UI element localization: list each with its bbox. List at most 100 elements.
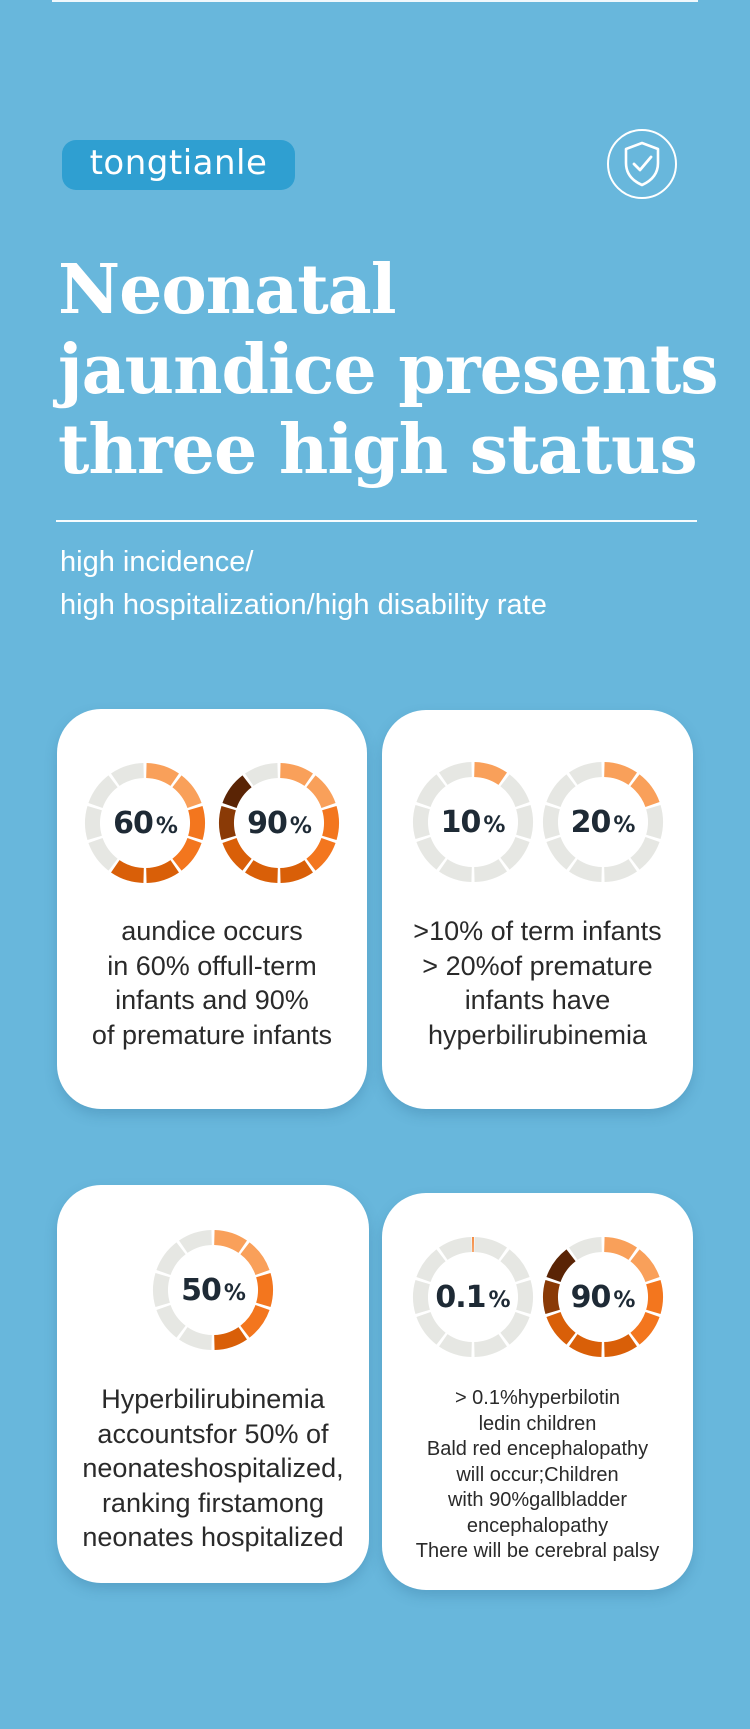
donut-segment-filled xyxy=(603,1334,637,1357)
card-text-line: will occur;Children xyxy=(456,1463,619,1486)
donut-segment-filled xyxy=(222,838,252,871)
card-text-line: in 60% offull-term xyxy=(107,950,317,981)
donut-segment-empty xyxy=(153,1272,170,1308)
donut-segment-filled xyxy=(545,1249,576,1282)
donut-segment-empty xyxy=(415,1312,446,1345)
subtitle-line: high incidence/ xyxy=(60,546,254,578)
donut-segment-empty xyxy=(473,1334,507,1357)
card-text-line: > 20%of premature xyxy=(422,950,653,981)
donut-unit: % xyxy=(289,813,312,839)
card-text-line: infants and 90% xyxy=(115,985,309,1015)
donut-value: 10 xyxy=(440,804,482,840)
donut-segment-filled xyxy=(214,1230,247,1253)
donut-chart: 60% xyxy=(83,761,207,885)
donut-segment-empty xyxy=(568,762,602,785)
donut-segment-filled xyxy=(240,1305,270,1338)
card-description: > 0.1%hyperbilotin ledin children Bald r… xyxy=(382,1386,693,1565)
card-text-line: neonateshospitalized, xyxy=(82,1453,344,1483)
donut-segment-empty xyxy=(415,774,446,807)
donut-segment-filled xyxy=(188,805,205,841)
card-text-line: encephalopathy xyxy=(466,1514,609,1537)
donut-segment-empty xyxy=(85,805,102,841)
donut-segment-empty xyxy=(568,1237,602,1260)
donut-segment-filled xyxy=(219,805,236,841)
donut-segment-empty xyxy=(156,1305,186,1338)
donut-segment-filled xyxy=(306,838,336,871)
donut-segment-filled xyxy=(629,1249,660,1282)
donut-segment-filled xyxy=(245,860,278,883)
donut-segment-empty xyxy=(473,859,507,882)
donut-segment-filled xyxy=(471,1237,474,1253)
donut-segment-filled xyxy=(146,763,179,786)
donut-unit: % xyxy=(483,812,505,838)
card-text-line: >10% of term infants xyxy=(413,916,662,946)
donut-segment-filled xyxy=(545,1312,576,1345)
title-divider xyxy=(56,520,697,522)
donut-segment-empty xyxy=(412,804,430,840)
donut-segment-filled xyxy=(306,775,336,808)
donut-segment-empty xyxy=(545,837,576,870)
donut-chart: 10% xyxy=(411,760,535,884)
donut-segment-empty xyxy=(499,774,530,807)
card-description: >10% of term infants > 20%of premature i… xyxy=(382,914,693,1052)
donut-segment-empty xyxy=(473,1237,507,1260)
donut-segment-empty xyxy=(499,1312,530,1345)
donut-chart: 50% xyxy=(151,1228,275,1352)
donut-group: 50% xyxy=(57,1228,369,1352)
donut-segment-empty xyxy=(545,774,576,807)
donut-value: 60 xyxy=(113,805,154,841)
stat-card-hospitalization: 50% Hyperbilirubinemia accountsfor 50% o… xyxy=(57,1185,369,1583)
donut-segment-filled xyxy=(111,860,144,883)
card-text-line: aundice occurs xyxy=(121,916,303,946)
donut-segment-filled xyxy=(240,1242,270,1275)
donut-unit: % xyxy=(613,1287,635,1313)
card-description: aundice occurs in 60% offull-term infant… xyxy=(57,914,367,1052)
card-text-line: infants have xyxy=(464,985,611,1015)
donut-segment-empty xyxy=(645,804,663,840)
donut-value: 90 xyxy=(570,1279,612,1315)
card-text-line: Bald red encephalopathy xyxy=(426,1438,649,1460)
card-text-line: ranking firstamong xyxy=(101,1487,325,1518)
donut-segment-filled xyxy=(146,860,179,883)
donut-segment-empty xyxy=(438,859,472,882)
subtitle-line: high hospitalization/high disability rat… xyxy=(60,589,547,621)
donut-segment-empty xyxy=(499,1249,530,1282)
donut-segment-filled xyxy=(473,762,507,785)
donut-segment-empty xyxy=(542,804,560,840)
donut-segment-filled xyxy=(568,1334,602,1357)
card-text-line: > 0.1%hyperbilotin xyxy=(454,1387,621,1409)
donut-segment-empty xyxy=(499,837,530,870)
donut-ring xyxy=(153,1230,273,1350)
donut-segment-filled xyxy=(542,1279,560,1315)
donut-value: 0.1 xyxy=(435,1279,486,1315)
donut-ring xyxy=(85,763,205,883)
card-text-line: There will be cerebral palsy xyxy=(415,1540,660,1562)
donut-segment-filled xyxy=(629,774,660,807)
donut-ring xyxy=(412,762,533,882)
stat-card-incidence: 60% 90% aundice occurs in 60% offull-ter… xyxy=(57,709,367,1109)
donut-segment-filled xyxy=(322,805,339,841)
shield-check-icon xyxy=(606,128,678,200)
card-text-line: with 90%gallbladder xyxy=(447,1489,627,1511)
donut-segment-filled xyxy=(280,763,313,786)
donut-group: 10% 20% xyxy=(382,760,693,884)
card-text-line: ledin children xyxy=(478,1412,597,1435)
top-rule xyxy=(52,0,698,2)
donut-segment-filled xyxy=(603,1237,637,1260)
donut-segment-empty xyxy=(438,1334,472,1357)
card-description: Hyperbilirubinemia accountsfor 50% of ne… xyxy=(57,1382,369,1555)
donut-unit: % xyxy=(488,1287,511,1313)
donut-segment-empty xyxy=(245,763,278,786)
donut-ring xyxy=(542,1237,663,1357)
donut-segment-filled xyxy=(214,1327,247,1350)
brand-logo-text: tongtianle xyxy=(89,143,268,183)
donut-segment-empty xyxy=(415,1249,446,1282)
donut-segment-empty xyxy=(179,1327,212,1350)
donut-unit: % xyxy=(155,813,178,839)
donut-ring xyxy=(412,1237,533,1357)
subtitle: high incidence/ high hospitalization/hig… xyxy=(60,541,547,627)
donut-segment-empty xyxy=(88,775,118,808)
donut-chart: 90% xyxy=(541,1235,665,1359)
donut-segment-empty xyxy=(568,859,602,882)
donut-group: 0.1% 90% xyxy=(382,1235,693,1359)
